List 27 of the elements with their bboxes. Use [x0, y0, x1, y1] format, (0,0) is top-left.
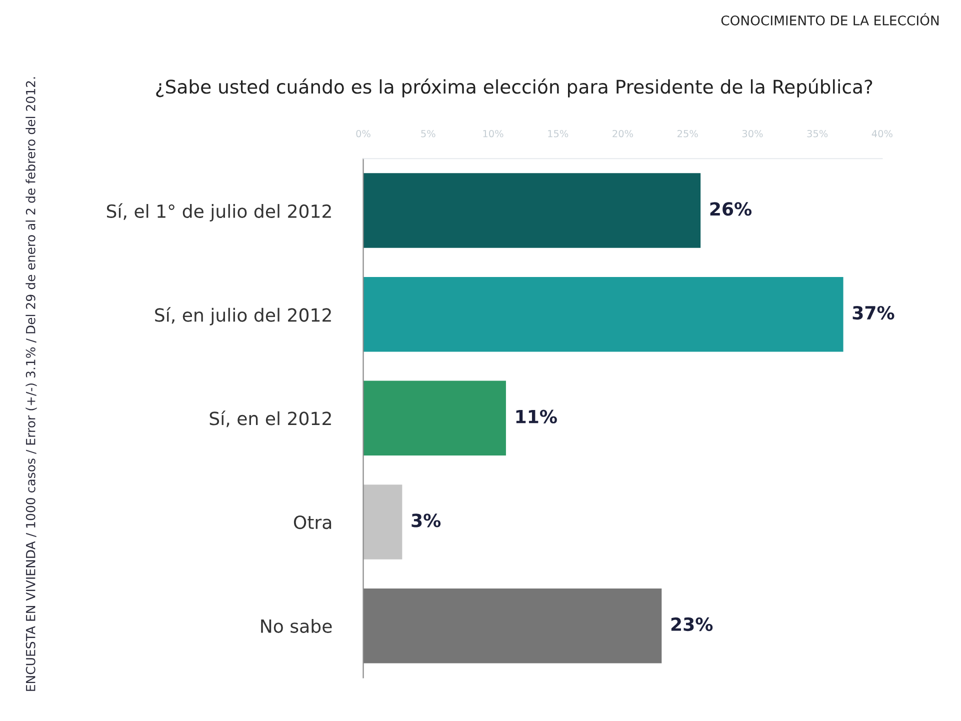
- bar: [363, 173, 701, 248]
- data-label: 23%: [671, 617, 713, 632]
- chart-subtitle: CONOCIMIENTO DE LA ELECCIÓN: [721, 13, 939, 26]
- x-tick-label: 30%: [742, 130, 763, 138]
- bar: [363, 276, 844, 352]
- bar: [363, 380, 506, 456]
- y-tick-label: Sí, en el 2012: [210, 410, 331, 428]
- x-tick-label: 25%: [678, 130, 698, 138]
- x-tick-label: 40%: [872, 130, 892, 138]
- y-tick-label: Sí, en julio del 2012: [155, 307, 331, 326]
- x-tick-label: 0%: [356, 130, 370, 138]
- x-tick-label: 10%: [483, 130, 504, 138]
- bar: [363, 588, 662, 664]
- x-tick-label: 15%: [548, 130, 568, 138]
- y-tick-label: Sí, el 1° de julio del 2012: [106, 203, 331, 222]
- bar: [363, 484, 402, 560]
- data-label: 11%: [516, 410, 557, 424]
- data-label: 26%: [710, 202, 752, 216]
- x-tick-label: 35%: [807, 130, 828, 138]
- x-tick-label: 5%: [421, 130, 436, 138]
- y-tick-label: Otra: [294, 515, 332, 530]
- text: ENCUESTA EN VIVIENDA / 1000 casos / Error (+/-) 3.1% / Del 29 de enero al 2 de febrero del 2012.: [26, 77, 37, 691]
- data-label: 37%: [852, 306, 894, 320]
- y-tick-label: No sabe: [261, 618, 332, 633]
- data-label: 3%: [412, 514, 441, 528]
- x-tick-label: 20%: [612, 130, 633, 138]
- chart-title: ¿Sabe usted cuándo es la próxima elección para Presidente de la República?: [156, 78, 872, 98]
